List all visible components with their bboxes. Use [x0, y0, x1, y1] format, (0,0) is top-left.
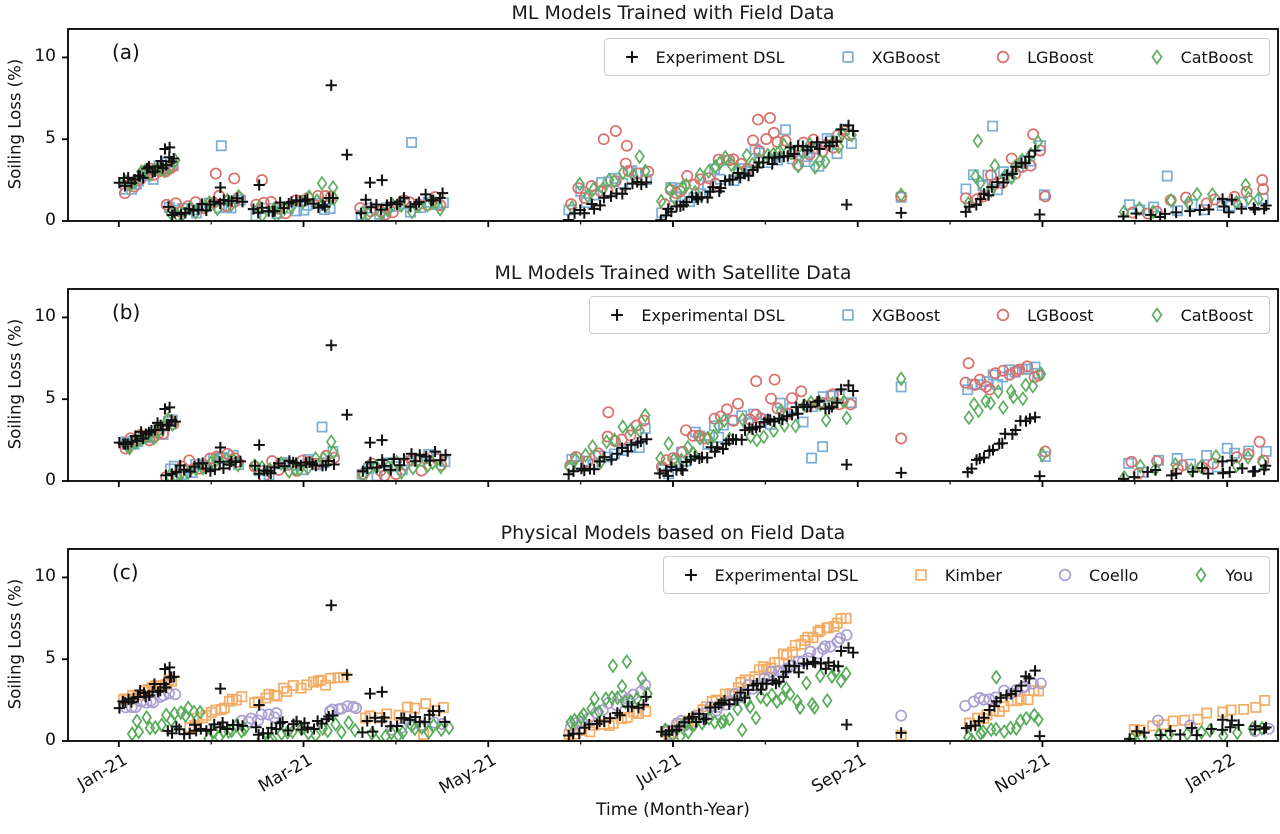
x-tick-label: Jan-22: [1182, 750, 1240, 795]
series-experimental-dsl: [113, 599, 1272, 741]
legend-item-kimber: Kimber: [910, 566, 1002, 585]
y-tick-label: 10: [34, 46, 56, 67]
series-xgboost: [120, 120, 1269, 221]
legend-label: Kimber: [944, 565, 1002, 585]
legend-item-experimental-dsl: Experimental DSL: [680, 566, 858, 585]
legend-item-xgboost: XGBoost: [837, 47, 941, 67]
panel-b-plot-area: [62, 288, 1279, 487]
legend-label: CatBoost: [1180, 305, 1253, 325]
square-marker-icon: [841, 51, 854, 63]
panel-b-title: ML Models Trained with Satellite Data: [494, 262, 852, 284]
y-tick-label: 0: [45, 470, 56, 490]
series-experiment-dsl: [113, 79, 1272, 221]
y-tick-label: 0: [45, 210, 56, 230]
panel-a-legend: Experiment DSL XGBoost LGBoost CatBoost: [603, 38, 1270, 76]
circle-marker-icon: [996, 50, 1010, 64]
plus-marker-icon: [611, 309, 624, 321]
legend-label: XGBoost: [871, 47, 941, 67]
legend-label: Experimental DSL: [714, 565, 858, 585]
panel-c-legend: Experimental DSL Kimber Coello You: [662, 556, 1270, 594]
x-tick-label: Jan-21: [74, 750, 131, 795]
legend-item-you: You: [1190, 566, 1253, 585]
legend-label: LGBoost: [1027, 47, 1094, 67]
legend-item-lgboost: LGBoost: [992, 47, 1094, 67]
diamond-marker-icon: [1151, 48, 1163, 66]
x-tick-label: May-21: [436, 750, 501, 799]
square-marker-icon: [841, 309, 854, 321]
legend-label: LGBoost: [1027, 305, 1094, 325]
square-marker-icon: [915, 569, 927, 581]
y-tick-label: 10: [34, 306, 56, 327]
legend-label: XGBoost: [871, 305, 941, 325]
legend-label: Coello: [1088, 565, 1139, 585]
x-tick-label: Nov-21: [992, 750, 1055, 798]
legend-label: Experiment DSL: [655, 47, 785, 67]
x-tick-label: Mar-21: [254, 750, 316, 797]
series-experimental-dsl: [113, 339, 1272, 481]
legend-label: CatBoost: [1180, 47, 1253, 67]
panel-a-plot-area: [62, 28, 1279, 227]
circle-marker-icon: [1058, 568, 1072, 582]
legend-label: You: [1225, 565, 1253, 585]
y-tick-label: 5: [45, 648, 56, 669]
panel-a-title: ML Models Trained with Field Data: [511, 2, 835, 24]
panel-c-title: Physical Models based on Field Data: [500, 522, 846, 544]
legend-item-catboost: CatBoost: [1146, 306, 1253, 325]
y-tick-label: 5: [45, 388, 56, 409]
plus-marker-icon: [684, 569, 697, 581]
diamond-marker-icon: [1151, 306, 1163, 324]
legend-item-experimental-dsl: Experimental DSL: [606, 305, 785, 325]
diamond-marker-icon: [1195, 566, 1207, 584]
plus-marker-icon: [625, 51, 638, 63]
panel-b-letter: (b): [112, 300, 141, 324]
legend-item-catboost: CatBoost: [1146, 48, 1253, 67]
panel-b-legend: Experimental DSL XGBoost LGBoost CatBoost: [589, 296, 1270, 334]
legend-item-xgboost: XGBoost: [837, 305, 941, 325]
y-tick-label: 10: [34, 566, 56, 587]
y-tick-label: 5: [45, 128, 56, 149]
panel-a-letter: (a): [112, 40, 140, 64]
legend-item-lgboost: LGBoost: [992, 305, 1094, 325]
legend-item-experiment-dsl: Experiment DSL: [621, 48, 785, 67]
y-tick-label: 0: [45, 730, 56, 750]
x-axis-label: Time (Month-Year): [596, 800, 750, 820]
legend-item-coello: Coello: [1054, 566, 1138, 585]
circle-marker-icon: [996, 308, 1010, 322]
series-you: [126, 653, 1268, 741]
panel-c-plot-area: [62, 548, 1279, 747]
panel-c-letter: (c): [112, 560, 139, 584]
legend-label: Experimental DSL: [641, 305, 785, 325]
